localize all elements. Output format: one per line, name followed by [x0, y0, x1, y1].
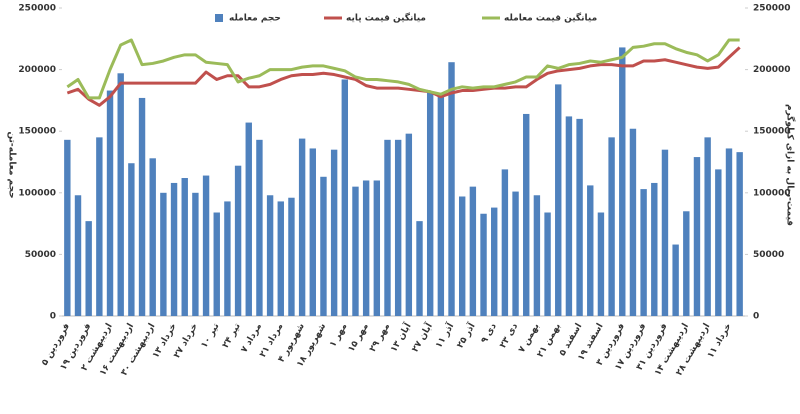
legend-swatch	[215, 14, 223, 22]
bar	[394, 139, 402, 316]
bar	[736, 152, 743, 316]
bar	[725, 148, 733, 316]
bar	[523, 113, 530, 317]
bar	[234, 165, 242, 316]
x-tick-label: ۲۳ دی	[498, 321, 520, 350]
bar	[480, 213, 487, 316]
bar	[640, 189, 647, 316]
y2-tick-label: 150000	[753, 127, 791, 137]
bar	[362, 180, 370, 316]
bar	[693, 157, 701, 316]
bar	[192, 192, 199, 316]
bar	[309, 148, 316, 316]
x-tick-label: ۲۵ آذر	[454, 320, 478, 350]
y2-tick-label: 250000	[753, 4, 791, 14]
bar	[587, 185, 594, 316]
y-axis-label: حجم معامله-تن	[7, 131, 17, 198]
bar	[384, 139, 391, 316]
bar	[426, 91, 434, 316]
bar	[298, 138, 306, 316]
y-tick-label: 150000	[18, 127, 56, 137]
bar	[181, 178, 188, 316]
bar	[651, 182, 658, 316]
legend-label: میانگین قیمت معامله	[504, 12, 597, 24]
y-tick-label: 50000	[25, 250, 56, 260]
bar	[85, 221, 92, 316]
x-tick-label: ۲۴ تیر	[221, 322, 243, 350]
x-tick-label: ۲۷ آبان	[409, 320, 436, 354]
x-tick-label: ۹ دی	[480, 321, 500, 345]
bar	[597, 212, 605, 316]
bar	[64, 139, 71, 316]
bar	[117, 73, 124, 317]
bar	[160, 192, 167, 316]
bar	[74, 195, 82, 316]
bar	[106, 90, 114, 316]
bar	[555, 84, 562, 316]
bar	[416, 221, 423, 316]
bar	[266, 195, 274, 316]
bar	[202, 175, 210, 316]
line	[66, 38, 740, 100]
bar	[352, 186, 359, 316]
x-tick-label: ۱ مهر	[328, 322, 350, 349]
bar	[629, 128, 637, 316]
bar	[224, 201, 231, 316]
bar	[619, 47, 626, 316]
bar	[437, 93, 445, 317]
bar	[715, 169, 722, 316]
bar	[565, 116, 573, 316]
y2-tick-label: 0	[753, 312, 759, 322]
y2-axis-label: قیمت-ریال به ازای کیلوگرم	[785, 104, 797, 226]
bar	[213, 212, 220, 316]
bar	[256, 139, 263, 316]
bar	[330, 149, 338, 316]
bar	[576, 118, 583, 316]
y-tick-label: 100000	[18, 188, 56, 198]
bar	[373, 180, 381, 316]
y-tick-label: 250000	[18, 4, 56, 14]
x-tick-label: ۱۰ تیر	[199, 322, 221, 350]
y2-tick-label: 200000	[753, 65, 791, 75]
bar	[96, 137, 103, 316]
bar	[448, 62, 455, 316]
bar	[501, 169, 509, 316]
bar	[277, 201, 284, 316]
y2-tick-label: 50000	[753, 250, 784, 260]
bar	[683, 211, 690, 316]
bar	[661, 149, 669, 316]
bar	[341, 79, 349, 317]
bar	[245, 122, 252, 317]
y2-tick-label: 100000	[753, 188, 791, 198]
bar	[608, 137, 615, 316]
bar	[405, 133, 413, 316]
bar	[138, 97, 146, 316]
bar	[170, 182, 178, 316]
legend-label: میانگین قیمت پایه	[346, 12, 426, 24]
bar	[704, 137, 711, 316]
bar	[320, 176, 327, 316]
x-tick-label: ۱۱ آذر	[432, 320, 456, 350]
bar	[544, 212, 551, 316]
bar	[149, 158, 156, 316]
bar	[458, 196, 466, 316]
line	[66, 46, 741, 107]
bar	[491, 207, 498, 316]
bar	[288, 197, 295, 316]
bar	[672, 244, 679, 316]
bar	[469, 186, 477, 316]
y-tick-label: 200000	[18, 65, 56, 75]
bar	[128, 163, 135, 316]
legend-label: حجم معامله	[229, 14, 281, 24]
bar	[533, 195, 541, 316]
bar	[512, 191, 519, 316]
y-tick-label: 0	[50, 312, 56, 322]
